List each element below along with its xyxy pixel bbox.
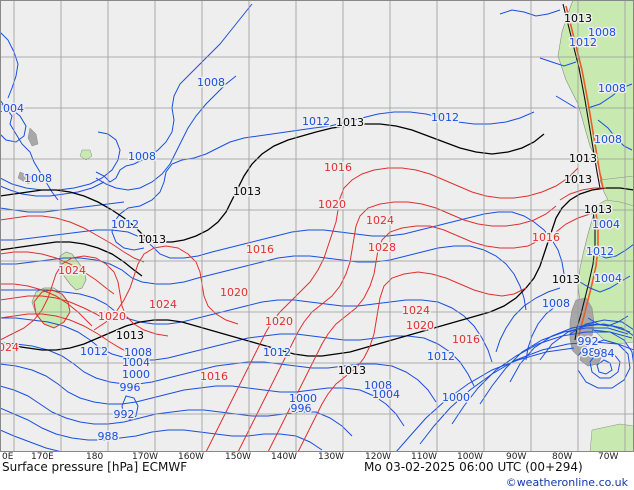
isobar-value-label: 1024 bbox=[402, 304, 430, 317]
isobar-value-label: 1008 bbox=[24, 172, 52, 185]
lon-tick-label: 180 bbox=[86, 452, 104, 462]
isobar-value-label: 1012 bbox=[263, 346, 291, 359]
isobar-value-label: 1024 bbox=[58, 264, 86, 277]
isobar-value-label: 1004 bbox=[0, 102, 24, 115]
isobar-value-label: 1013 bbox=[336, 116, 364, 129]
valid-time-label: Mo 03-02-2025 06:00 UTC (00+294) bbox=[364, 460, 583, 474]
land-fiji bbox=[79, 149, 93, 161]
isobar-value-label: 1004 bbox=[592, 218, 620, 231]
isobar-value-label: 1024 bbox=[366, 214, 394, 227]
lon-tick-label: 150W bbox=[225, 452, 252, 462]
land-antarctic-sliver bbox=[589, 423, 634, 452]
pressure-contour-map: 1004100810081008101210121013101610131020… bbox=[0, 0, 634, 452]
isobar-value-label: 1008 bbox=[128, 150, 156, 163]
isobar-value-label: 1013 bbox=[138, 233, 166, 246]
isobar-value-label: 1004 bbox=[372, 388, 400, 401]
isobar-value-label: 1013 bbox=[552, 273, 580, 286]
isobar-value-label: 1000 bbox=[442, 391, 470, 404]
lon-tick-label: 170W bbox=[132, 452, 159, 462]
isobar-value-label: 1016 bbox=[452, 333, 480, 346]
isobar-value-label: 1012 bbox=[586, 245, 614, 258]
isobar-value-label: 1020 bbox=[318, 198, 346, 211]
isobar-value-label: 1016 bbox=[200, 370, 228, 383]
ocean-background bbox=[0, 0, 634, 452]
isobar-value-label: 1013 bbox=[569, 152, 597, 165]
lon-tick-label: 130W bbox=[318, 452, 345, 462]
isobar-value-label: 1008 bbox=[364, 379, 392, 392]
isobar-value-label: 1012 bbox=[111, 218, 139, 231]
isobar-value-label: 1008 bbox=[542, 297, 570, 310]
map-canvas[interactable]: 1004100810081008101210121013101610131020… bbox=[0, 0, 634, 452]
isobar-value-label: 1008 bbox=[197, 76, 225, 89]
isobar-labels: 1004100810081008101210121013101610131020… bbox=[0, 11, 628, 445]
isobar-value-label: 1020 bbox=[406, 319, 434, 332]
isobar-value-label: 1020 bbox=[265, 315, 293, 328]
isobar-value-label: 992 bbox=[578, 335, 599, 348]
isobar-value-label: 1013 bbox=[584, 203, 612, 216]
isobar-value-label: 1024 bbox=[0, 341, 19, 354]
lon-tick-label: 80W bbox=[552, 452, 573, 462]
lat-lon-grid bbox=[0, 0, 634, 452]
isobars-below-1013 bbox=[0, 75, 634, 452]
isobar-value-label: 1013 bbox=[233, 185, 261, 198]
isobar-value-label: 1012 bbox=[80, 345, 108, 358]
isobar-value-label: 1013 bbox=[116, 329, 144, 342]
isobar-value-label: 1000 bbox=[122, 368, 150, 381]
isobar-value-label: 992 bbox=[114, 408, 135, 421]
isobar-value-label: 1012 bbox=[302, 115, 330, 128]
isobar-value-label: 1024 bbox=[149, 298, 177, 311]
lon-tick-label: 0E bbox=[2, 452, 14, 462]
isobar-value-label: 1020 bbox=[98, 310, 126, 323]
lon-tick-label: 70W bbox=[598, 452, 619, 462]
isobars-1013 bbox=[0, 123, 634, 357]
coastlines bbox=[0, 3, 634, 327]
isobar-value-label: 988 bbox=[98, 430, 119, 443]
copyright-credit[interactable]: ©weatheronline.co.uk bbox=[505, 476, 628, 489]
isobar-value-label: 1004 bbox=[594, 272, 622, 285]
isobar-value-label: 996 bbox=[291, 402, 312, 415]
isobar-value-label: 1016 bbox=[532, 231, 560, 244]
isobar-value-label: 1013 bbox=[564, 12, 592, 25]
lon-tick-label: 160W bbox=[178, 452, 205, 462]
land-vanuatu bbox=[27, 127, 39, 147]
isobar-value-label: 996 bbox=[120, 381, 141, 394]
lon-tick-label: 140W bbox=[271, 452, 298, 462]
isobar-value-label: 1012 bbox=[569, 36, 597, 49]
isobar-value-label: 1008 bbox=[598, 82, 626, 95]
lon-tick-label: 110W bbox=[411, 452, 438, 462]
isobar-value-label: 1016 bbox=[324, 161, 352, 174]
isobar-value-label: 1012 bbox=[431, 111, 459, 124]
isobar-value-label: 1000 bbox=[289, 392, 317, 405]
lon-tick-label: 170E bbox=[31, 452, 54, 462]
isobars-above-1013 bbox=[0, 167, 606, 452]
isobar-value-label: 1013 bbox=[338, 364, 366, 377]
map-title: Surface pressure [hPa] ECMWF bbox=[2, 460, 188, 474]
isobar-value-label: 1012 bbox=[427, 350, 455, 363]
isobar-value-label: 1028 bbox=[368, 241, 396, 254]
isobar-value-label: 984 bbox=[594, 347, 615, 360]
isobar-value-label: 1020 bbox=[220, 286, 248, 299]
isobar-value-label: 1013 bbox=[564, 173, 592, 186]
isobar-value-label: 1008 bbox=[124, 346, 152, 359]
lon-tick-label: 100W bbox=[457, 452, 484, 462]
isobar-value-label: 1016 bbox=[246, 243, 274, 256]
isobar-value-label: 1004 bbox=[122, 356, 150, 369]
lon-tick-label: 90W bbox=[506, 452, 527, 462]
land-new-caledonia bbox=[17, 171, 35, 185]
isobar-value-label: 1008 bbox=[588, 26, 616, 39]
isobar-value-label: 988 bbox=[582, 346, 603, 359]
footer-bar: 0E 170E 180 170W 160W 150W 140W 130W 120W 110W 100… bbox=[0, 452, 634, 490]
lon-tick-label: 120W bbox=[365, 452, 392, 462]
isobar-value-label: 1008 bbox=[594, 133, 622, 146]
